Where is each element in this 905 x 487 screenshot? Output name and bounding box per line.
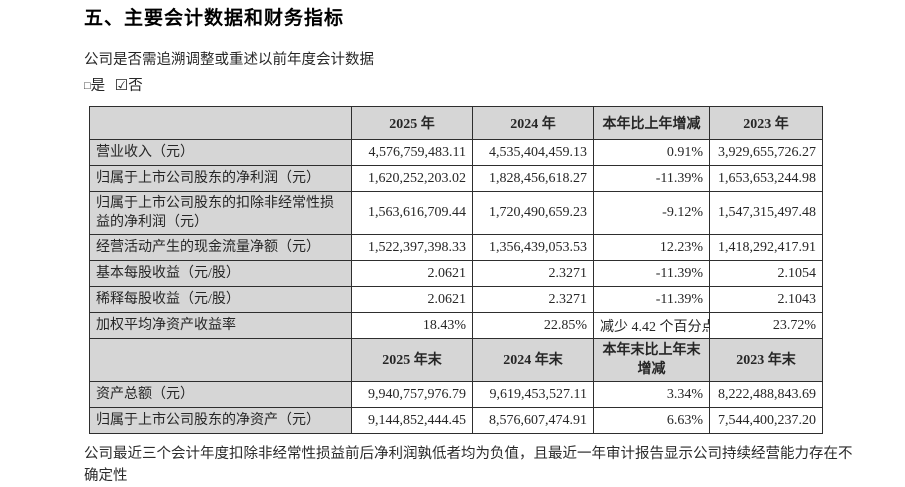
value-change: -11.39% <box>593 260 710 287</box>
row-label: 资产总额（元） <box>89 381 352 408</box>
value-change: 12.23% <box>593 234 710 261</box>
option-yes-label: 是 <box>90 78 106 94</box>
table-row-net-assets: 归属于上市公司股东的净资产（元） 9,144,852,444.45 8,576,… <box>89 407 823 434</box>
value-2024: 1,720,490,659.23 <box>472 191 594 235</box>
value-2024: 9,619,453,527.11 <box>472 381 594 408</box>
value-change: -11.39% <box>593 286 710 313</box>
header-cell-2025-end: 2025 年末 <box>351 338 473 382</box>
value-2023: 2.1043 <box>709 286 823 313</box>
table-row-basic-eps: 基本每股收益（元/股） 2.0621 2.3271 -11.39% 2.1054 <box>89 260 823 287</box>
header-cell-change: 本年比上年增减 <box>593 106 710 140</box>
value-change: 0.91% <box>593 139 710 166</box>
value-2025: 9,940,757,976.79 <box>351 381 473 408</box>
value-2023: 2.1054 <box>709 260 823 287</box>
row-label: 营业收入（元） <box>89 139 352 166</box>
going-concern-footnote: 公司最近三个会计年度扣除非经常性损益前后净利润孰低者均为负值，且最近一年审计报告… <box>84 446 853 484</box>
value-2024: 1,828,456,618.27 <box>472 165 594 192</box>
yearend-header-row: 2025 年末 2024 年末 本年末比上年末增减 2023 年末 <box>89 338 823 382</box>
value-2024: 2.3271 <box>472 260 594 287</box>
value-2023: 8,222,488,843.69 <box>709 381 823 408</box>
option-no: ☑否 <box>115 78 143 94</box>
header-cell-2025: 2025 年 <box>351 106 473 140</box>
value-2025: 1,563,616,709.44 <box>351 191 473 235</box>
value-2023: 23.72% <box>709 312 823 339</box>
value-2025: 18.43% <box>351 312 473 339</box>
row-label: 加权平均净资产收益率 <box>89 312 352 339</box>
annual-header-row: 2025 年 2024 年 本年比上年增减 2023 年 <box>89 106 823 140</box>
table-row-net-profit: 归属于上市公司股东的净利润（元） 1,620,252,203.02 1,828,… <box>89 165 823 192</box>
value-2024: 8,576,607,474.91 <box>472 407 594 434</box>
restatement-options: □是 ☑否 <box>84 77 885 96</box>
value-2025: 2.0621 <box>351 260 473 287</box>
row-label: 归属于上市公司股东的净资产（元） <box>89 407 352 434</box>
header-cell-2023-end: 2023 年末 <box>709 338 823 382</box>
table-row-deducted-net-profit: 归属于上市公司股东的扣除非经常性损益的净利润（元） 1,563,616,709.… <box>89 191 823 235</box>
table-row-total-assets: 资产总额（元） 9,940,757,976.79 9,619,453,527.1… <box>89 381 823 408</box>
option-no-label: 否 <box>128 78 143 94</box>
checkbox-checked-icon: ☑ <box>114 78 129 94</box>
header-cell-2024: 2024 年 <box>472 106 594 140</box>
row-label: 经营活动产生的现金流量净额（元） <box>89 234 352 261</box>
value-2025: 1,620,252,203.02 <box>351 165 473 192</box>
header-cell-2023: 2023 年 <box>709 106 823 140</box>
row-label: 稀释每股收益（元/股） <box>89 286 352 313</box>
value-2023: 1,653,653,244.98 <box>709 165 823 192</box>
value-2025: 1,522,397,398.33 <box>351 234 473 261</box>
value-2025: 9,144,852,444.45 <box>351 407 473 434</box>
value-2024: 1,356,439,053.53 <box>472 234 594 261</box>
row-label: 归属于上市公司股东的净利润（元） <box>89 165 352 192</box>
value-change: 减少 4.42 个百分点 <box>593 312 710 339</box>
row-label: 基本每股收益（元/股） <box>89 260 352 287</box>
value-2023: 3,929,655,726.27 <box>709 139 823 166</box>
financial-indicators-table: 2025 年 2024 年 本年比上年增减 2023 年 营业收入（元） 4,5… <box>89 106 823 434</box>
table-row-operating-cash-flow: 经营活动产生的现金流量净额（元） 1,522,397,398.33 1,356,… <box>89 234 823 261</box>
value-2025: 4,576,759,483.11 <box>351 139 473 166</box>
value-2024: 4,535,404,459.13 <box>472 139 594 166</box>
table-row-revenue: 营业收入（元） 4,576,759,483.11 4,535,404,459.1… <box>89 139 823 166</box>
value-2023: 1,547,315,497.48 <box>709 191 823 235</box>
value-2024: 22.85% <box>472 312 594 339</box>
value-2023: 1,418,292,417.91 <box>709 234 823 261</box>
value-change: -9.12% <box>593 191 710 235</box>
section-title: 五、主要会计数据和财务指标 <box>84 8 345 29</box>
checkbox-unchecked-icon: □ <box>84 80 91 92</box>
value-2024: 2.3271 <box>472 286 594 313</box>
header-cell-blank <box>89 106 352 140</box>
value-2025: 2.0621 <box>351 286 473 313</box>
value-change: 6.63% <box>593 407 710 434</box>
header-cell-end-change: 本年末比上年末增减 <box>593 338 710 382</box>
table-row-weighted-roe: 加权平均净资产收益率 18.43% 22.85% 减少 4.42 个百分点 23… <box>89 312 823 339</box>
value-change: 3.34% <box>593 381 710 408</box>
option-yes: □是 <box>84 78 105 94</box>
restatement-question: 公司是否需追溯调整或重述以前年度会计数据 <box>84 52 374 68</box>
row-label: 归属于上市公司股东的扣除非经常性损益的净利润（元） <box>89 191 352 235</box>
value-change: -11.39% <box>593 165 710 192</box>
header-cell-2024-end: 2024 年末 <box>472 338 594 382</box>
value-2023: 7,544,400,237.20 <box>709 407 823 434</box>
table-row-diluted-eps: 稀释每股收益（元/股） 2.0621 2.3271 -11.39% 2.1043 <box>89 286 823 313</box>
header-cell-blank <box>89 338 352 382</box>
